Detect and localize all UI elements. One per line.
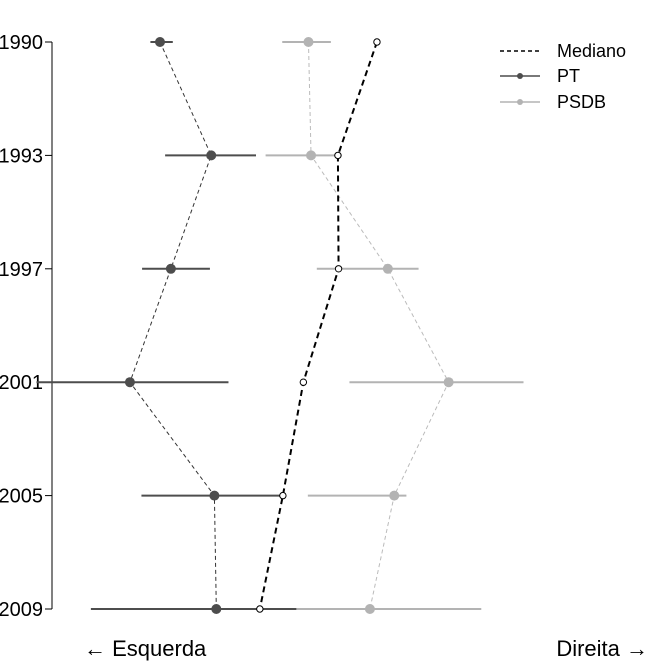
y-tick-label: 1997 <box>0 259 43 281</box>
point-psdb <box>306 150 317 161</box>
point-mediano <box>279 491 287 500</box>
legend-label: Mediano <box>557 41 626 61</box>
series-line-pt <box>129 41 217 610</box>
point-pt <box>206 150 217 161</box>
confidence-intervals <box>36 41 524 610</box>
point-pt <box>165 263 176 274</box>
point-mediano <box>334 265 343 273</box>
series-line-psdb <box>307 41 450 610</box>
y-tick-label: 2001 <box>0 372 43 394</box>
point-mediano <box>334 151 342 160</box>
y-tick-label: 2009 <box>0 599 43 621</box>
point-psdb <box>364 604 375 614</box>
x-axis-left-label: ← Esquerda <box>84 636 207 661</box>
legend: Mediano PT PSDB <box>500 41 626 112</box>
point-mediano <box>373 38 381 46</box>
legend-pt-marker <box>517 73 523 79</box>
point-psdb <box>303 37 314 47</box>
point-psdb <box>382 263 393 274</box>
point-mediano <box>299 378 308 386</box>
point-pt <box>209 490 220 501</box>
point-pt <box>211 604 222 614</box>
point-pt <box>124 377 135 388</box>
mediano-line <box>258 41 378 610</box>
point-mediano <box>256 605 264 613</box>
series-lines <box>129 41 450 610</box>
y-tick-label: 1990 <box>0 32 43 54</box>
legend-label: PT <box>557 66 580 86</box>
y-tick-label: 2005 <box>0 486 43 508</box>
y-axis: 1990 1993 1997 2001 2005 2009 <box>0 32 53 621</box>
point-psdb <box>443 377 454 388</box>
y-tick-label: 1993 <box>0 145 43 167</box>
x-axis-right-label: Direita → <box>556 636 648 661</box>
legend-label: PSDB <box>557 92 606 112</box>
point-pt <box>155 37 165 47</box>
legend-psdb-marker <box>517 99 523 105</box>
point-psdb <box>389 490 400 501</box>
data-points <box>124 37 454 614</box>
